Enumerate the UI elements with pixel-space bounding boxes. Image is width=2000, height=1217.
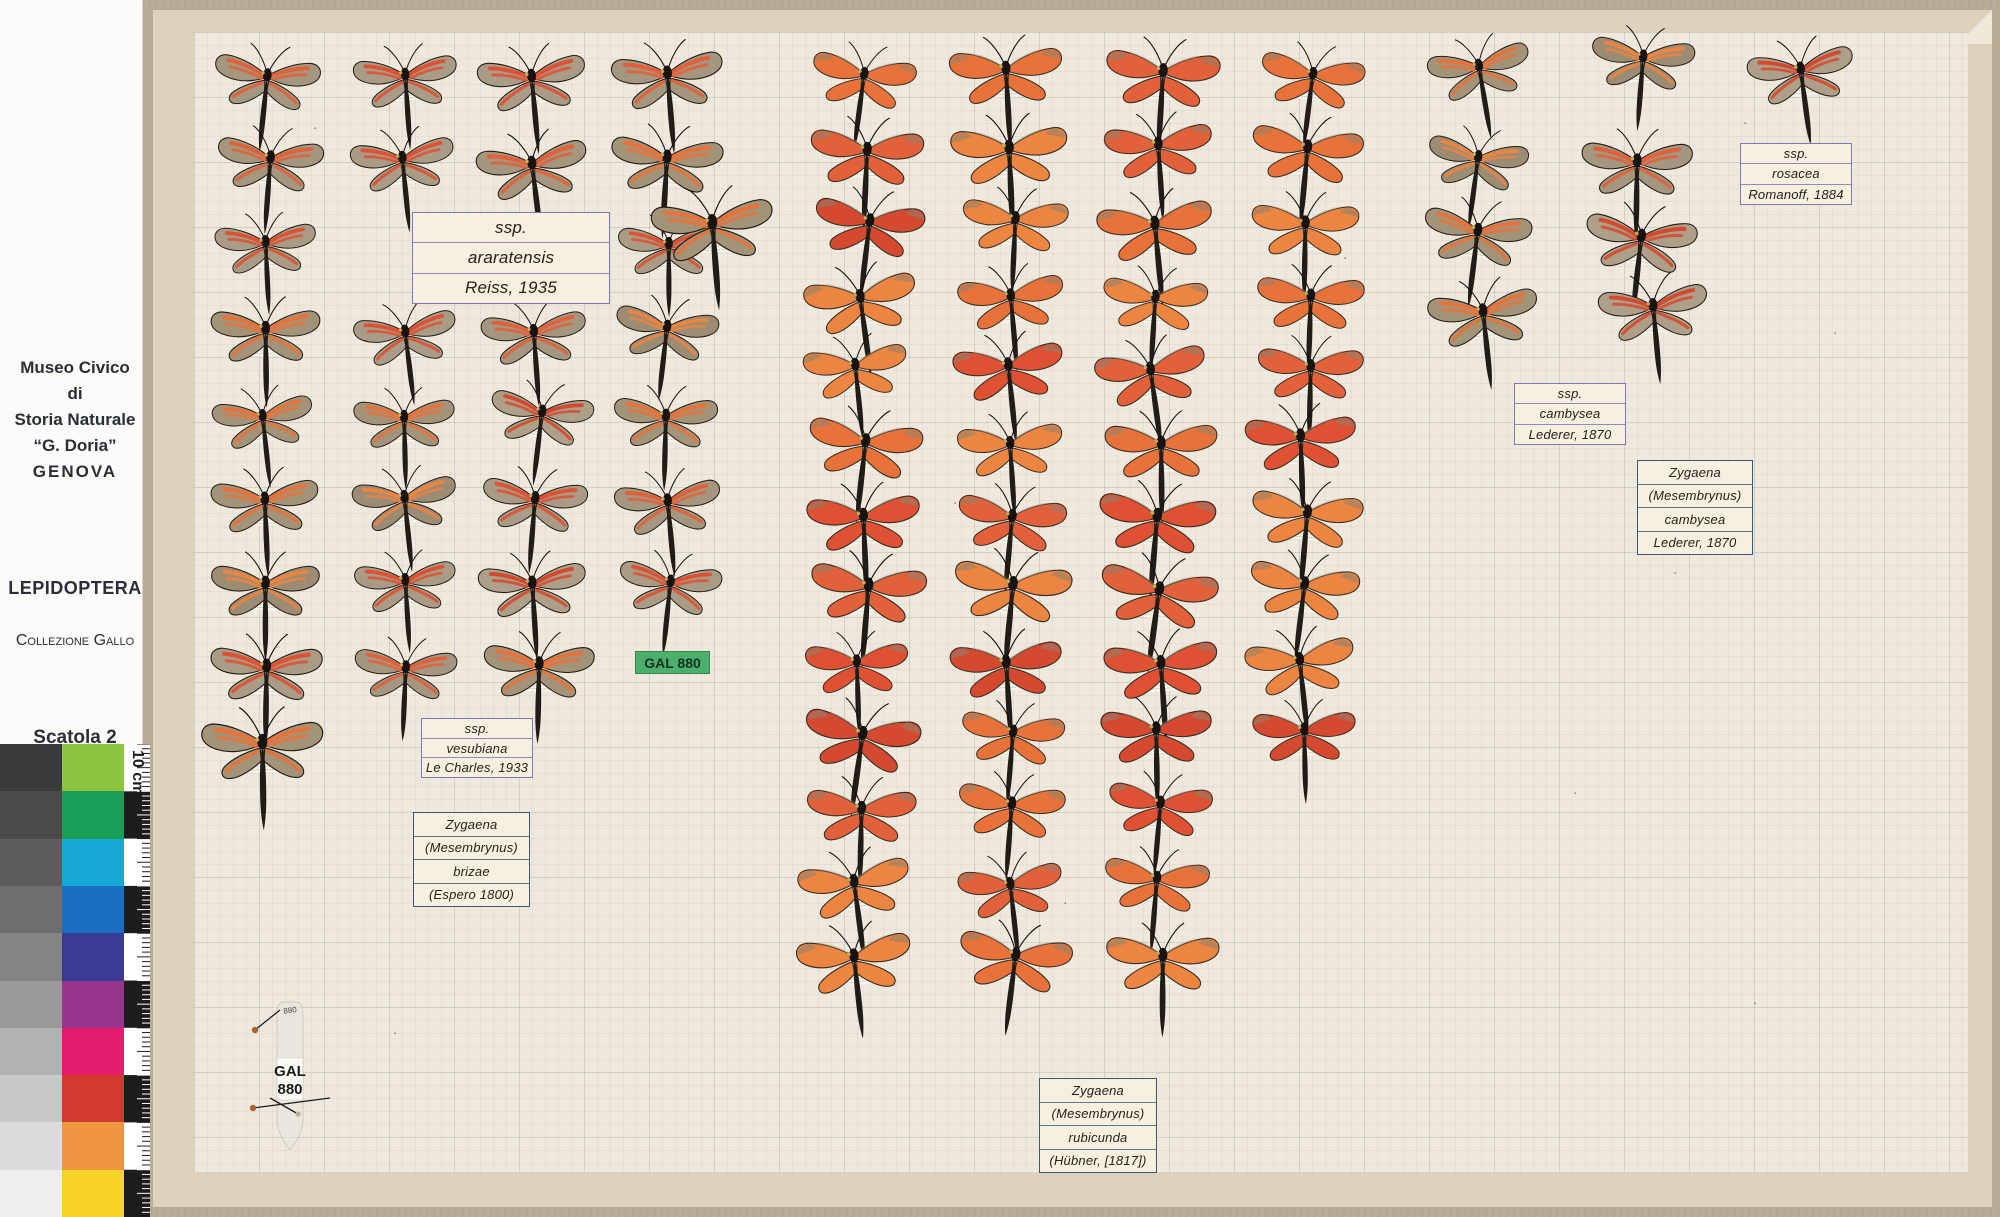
- svg-text:880: 880: [277, 1081, 302, 1098]
- svg-text:GAL: GAL: [274, 1063, 306, 1080]
- svg-text:880: 880: [283, 1005, 298, 1016]
